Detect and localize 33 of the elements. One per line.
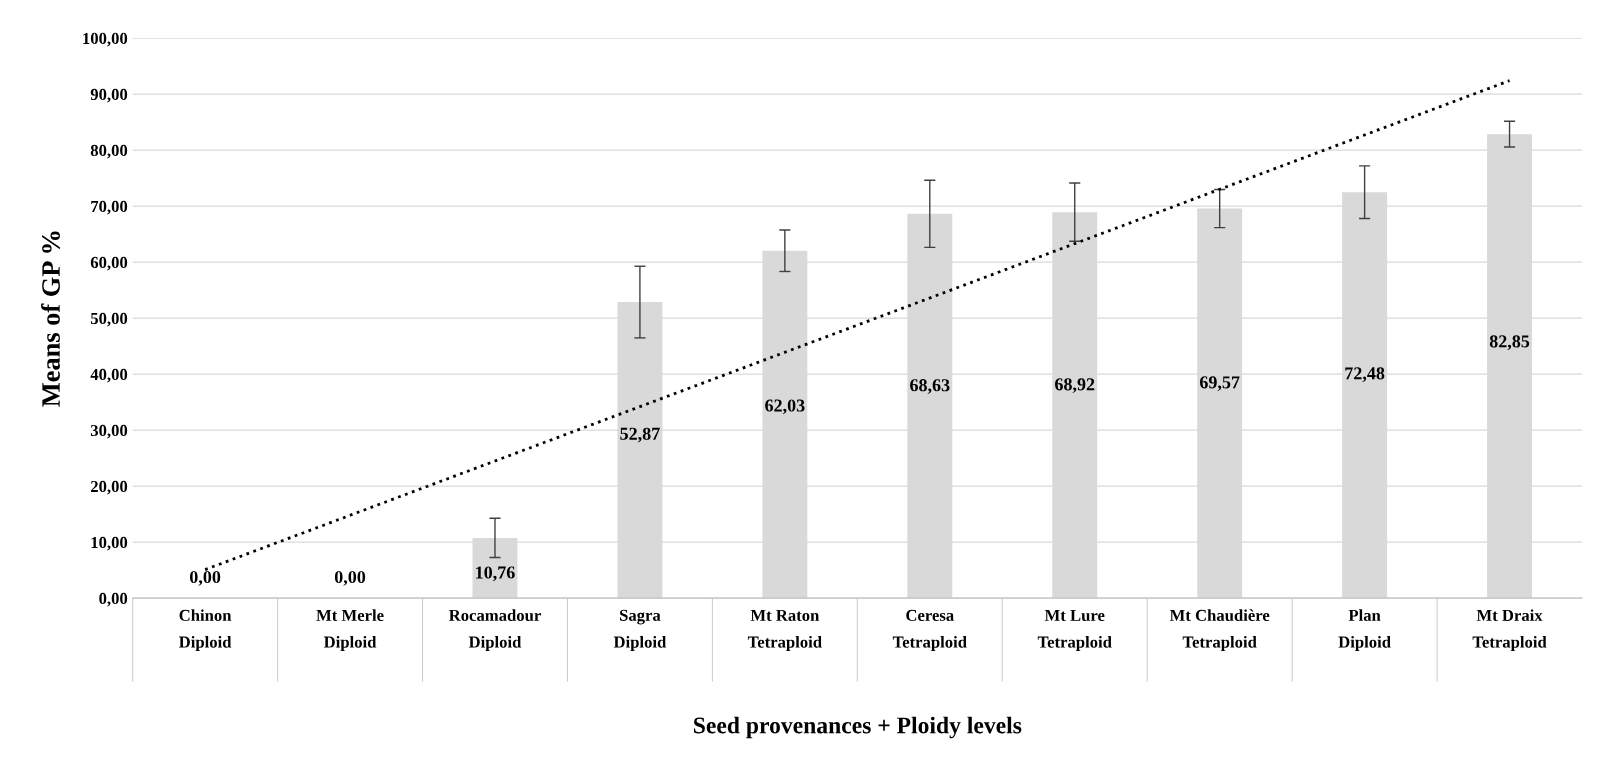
data-label: 52,87 [620, 427, 660, 443]
data-label: 0,00 [334, 570, 366, 586]
y-axis-title: Means of GP % [41, 231, 60, 407]
y-tick-label: 70,00 [91, 200, 128, 215]
data-label: 82,85 [1489, 335, 1530, 351]
y-tick-label: 80,00 [90, 144, 128, 159]
y-tick-label: 50,00 [90, 312, 128, 327]
x-tick-label: Mt Draix Tetraploid [1472, 609, 1547, 652]
data-label: 72,48 [1345, 367, 1385, 383]
data-label: 68,92 [1055, 378, 1095, 394]
y-tick-label: 60,00 [90, 256, 128, 271]
data-label: 68,63 [910, 379, 950, 394]
data-label: 0,00 [189, 570, 221, 586]
y-tick-label: 100,00 [83, 32, 128, 47]
x-tick-label: Rocamadour Diploid [448, 609, 541, 652]
x-tick-label: Sagra Diploid [613, 609, 667, 652]
y-tick-label: 0,00 [99, 592, 128, 607]
y-tick-label: 10,00 [91, 536, 128, 551]
y-tick-label: 90,00 [90, 88, 128, 103]
x-tick-label: Mt Chaudière Tetraploid [1169, 609, 1270, 652]
y-tick-label: 20,00 [90, 480, 128, 495]
x-tick-label: Mt Raton Tetraploid [747, 609, 822, 652]
x-tick-label: Ceresa Tetraploid [892, 609, 967, 652]
x-axis-title: Seed provenances + Ploidy levels [694, 716, 1022, 739]
x-tick-label: Mt Lure Tetraploid [1037, 609, 1112, 652]
data-label: 10,76 [476, 566, 515, 582]
x-tick-label: Plan Diploid [1338, 609, 1391, 652]
x-tick-label: Mt Merle Diploid [316, 609, 384, 652]
x-tick-label: Chinon Diploid [179, 609, 232, 652]
data-label: 62,03 [765, 399, 805, 415]
y-tick-label: 30,00 [90, 424, 128, 439]
y-tick-label: 40,00 [90, 368, 128, 383]
data-label: 69,57 [1199, 376, 1240, 392]
